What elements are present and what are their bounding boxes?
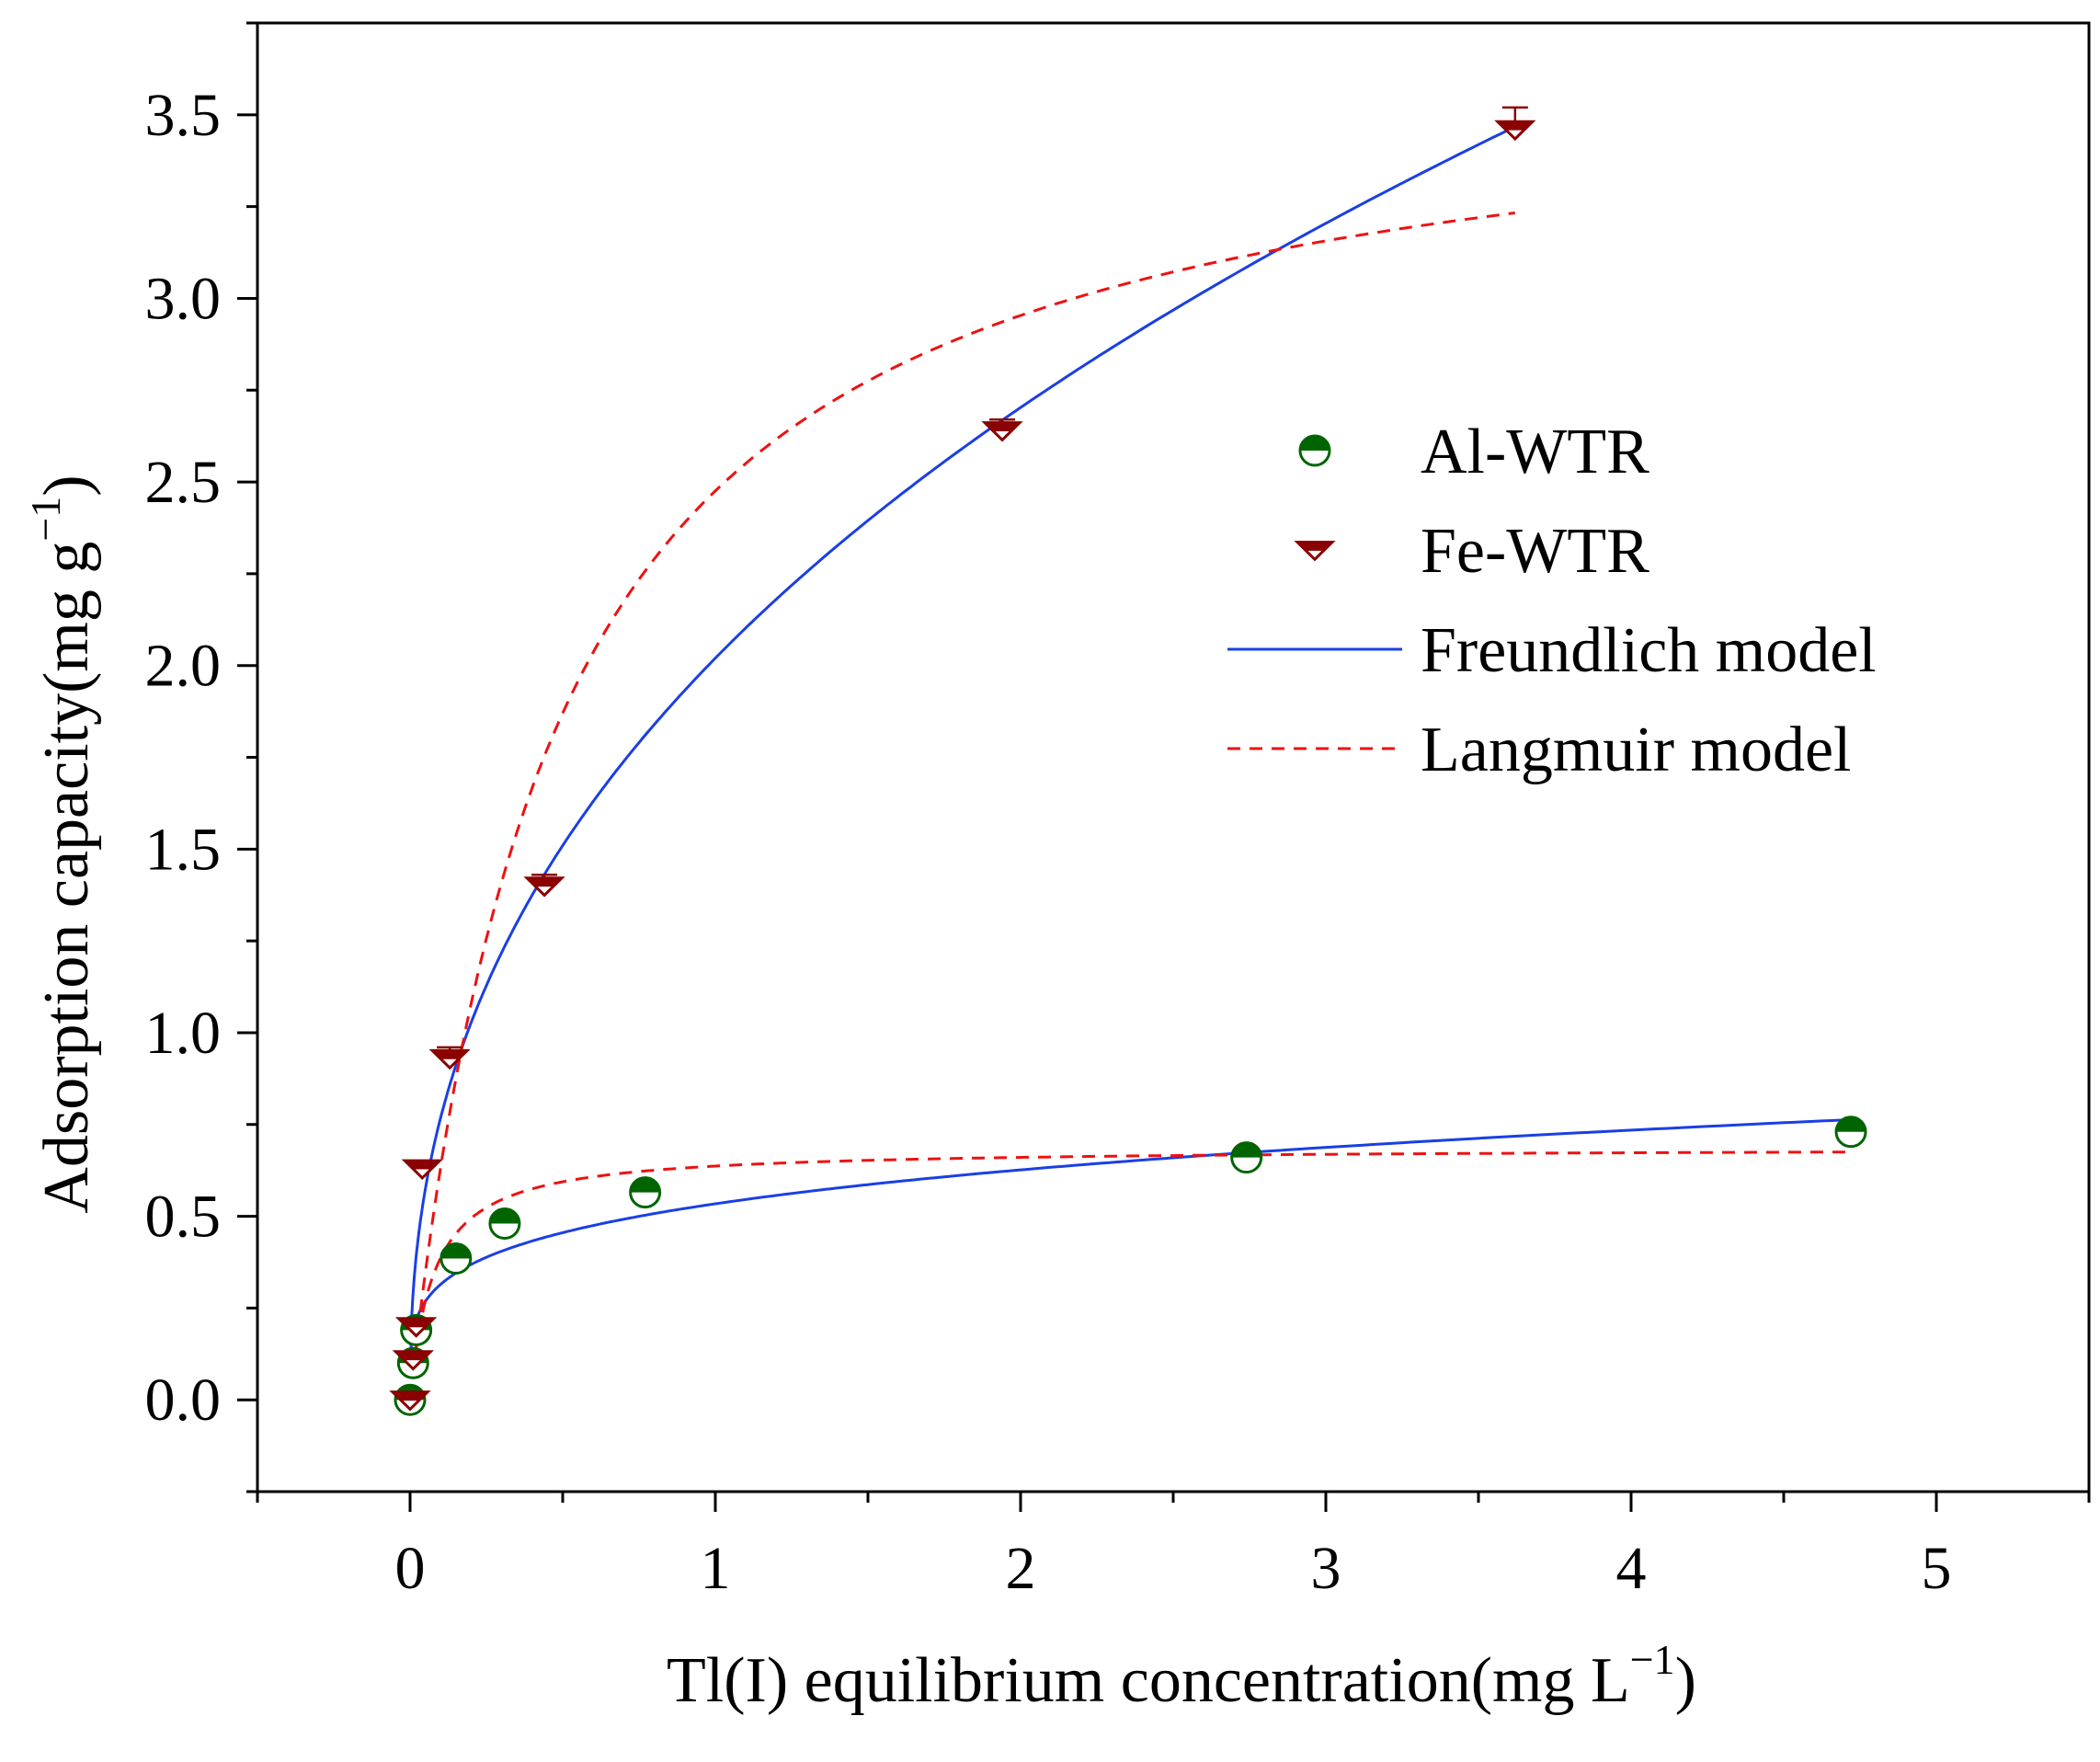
marker-fill-half [1497,121,1533,131]
fe-wtr-point [389,1390,431,1412]
marker-fill-half [527,877,563,887]
al-wtr-point [488,1207,521,1241]
y-tick-label: 0.0 [145,1367,222,1434]
legend-al-wtr-symbol [1298,434,1331,467]
marker-fill-half [630,1177,660,1193]
x-tick-label: 3 [1311,1535,1341,1602]
legend-label: Freundlich model [1421,615,1877,686]
fe-wtr-point [394,1317,438,1338]
x-tick-label: 0 [395,1535,426,1602]
legend: Al-WTR Fe-WTR Freundlich model Langmuir mod… [1227,417,1877,785]
langmuir-curve [408,1150,1852,1401]
legend-item: Langmuir model [1227,715,1852,785]
y-tick-label: 2.5 [145,449,222,516]
fe-wtr-point [981,421,1023,442]
y-tick-label: 2.0 [145,633,222,700]
marker-fill-half [395,1351,431,1361]
fe-wtr-point [1494,120,1536,142]
fe-wtr-point [428,1048,471,1070]
y-tick-label: 0.5 [145,1184,222,1251]
x-tick-label: 4 [1616,1535,1647,1602]
x-axis-title-text: Tl(I) equilibrium concentration(mg L [667,1645,1630,1716]
freundlich-curve [409,125,1516,1345]
y-axis-title-sup: −1 [22,497,69,542]
marker-fill-half [1300,436,1330,451]
legend-fe-wtr-symbol [1294,540,1336,562]
freundlich-curve [409,1118,1852,1354]
fe-wtr-point [523,876,565,898]
x-tick-label: 1 [701,1535,731,1602]
legend-label: Fe-WTR [1421,516,1649,587]
marker-fill-half [398,1318,434,1328]
y-axis-title: Adsorption capacity(mg g−1) [22,475,102,1213]
marker-fill-half [440,1243,471,1259]
marker-fill-half [985,422,1021,432]
al-wtr-point [629,1176,662,1209]
legend-label: Langmuir model [1421,715,1852,785]
legend-label: Al-WTR [1421,417,1649,487]
data-markers-layer [389,106,1867,1416]
y-axis-title-close: ) [31,475,102,496]
al-wtr-point [1230,1141,1263,1174]
marker-fill-half [489,1208,519,1224]
y-tick-label: 3.5 [145,82,222,149]
legend-item: Freundlich model [1227,615,1877,686]
fit-curves-layer [408,125,1852,1401]
marker-fill-half [1231,1142,1261,1158]
y-tick-label: 1.0 [145,1000,222,1067]
y-tick-label: 3.0 [145,265,222,332]
fe-wtr-point [392,1350,434,1371]
x-axis-title-sup: −1 [1630,1636,1675,1683]
marker-fill-half [1297,542,1332,551]
langmuir-curve [408,212,1515,1401]
fe-wtr-point [401,1159,443,1181]
al-wtr-point [1834,1116,1867,1149]
legend-item: Fe-WTR [1294,516,1649,587]
marker-fill-half [1836,1116,1866,1132]
x-axis-title-close: ) [1675,1645,1696,1716]
x-tick-label: 2 [1006,1535,1036,1602]
y-axis-title-text: Adsorption capacity(mg g [31,542,102,1214]
marker-fill-half [432,1050,468,1059]
x-axis-title: Tl(I) equilibrium concentration(mg L−1) [667,1636,1696,1716]
legend-item: Al-WTR [1298,417,1649,487]
al-wtr-point [439,1241,473,1275]
marker-fill-half [393,1391,428,1402]
x-tick-label: 5 [1922,1535,1952,1602]
ticks-layer: 0 1 2 3 4 5 0.0 0.5 1.0 1.5 2.0 2.5 3.0 3.5 [145,21,2091,1602]
y-tick-label: 1.5 [145,816,222,883]
marker-fill-half [405,1161,440,1170]
